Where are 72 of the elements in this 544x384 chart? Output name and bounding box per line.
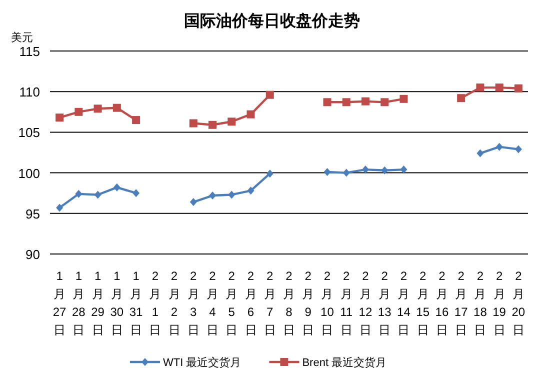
point bbox=[75, 190, 82, 198]
x-tick-label: 2月5日 bbox=[226, 269, 238, 337]
point bbox=[56, 204, 64, 212]
point bbox=[324, 168, 331, 176]
point bbox=[132, 116, 140, 124]
y-tick-label: 110 bbox=[19, 84, 40, 100]
point bbox=[112, 104, 121, 112]
x-tick-label: 2月12日 bbox=[358, 269, 372, 337]
chart-title: 国际油价每日收盘价走势 bbox=[184, 12, 360, 30]
point bbox=[514, 84, 522, 92]
point bbox=[381, 166, 388, 174]
point bbox=[56, 114, 64, 122]
x-tick-label: 2月7日 bbox=[264, 269, 276, 337]
x-tick-label: 1月31日 bbox=[129, 269, 144, 337]
x-tick-label: 1月28日 bbox=[72, 269, 86, 337]
point bbox=[342, 168, 350, 177]
x-tick-label: 2月20日 bbox=[512, 269, 526, 337]
point bbox=[400, 94, 408, 103]
x-tick-label: 2月6日 bbox=[244, 269, 257, 337]
point bbox=[514, 145, 522, 154]
point bbox=[266, 90, 274, 99]
point bbox=[342, 98, 350, 106]
point bbox=[190, 198, 197, 206]
x-tick-label: 2月15日 bbox=[416, 269, 430, 337]
x-tick-label: 2月14日 bbox=[397, 269, 411, 337]
point bbox=[495, 84, 504, 92]
point bbox=[361, 97, 370, 106]
point bbox=[247, 186, 254, 195]
legend-label: WTI 最近交货月 bbox=[163, 356, 242, 369]
y-tick-label: 90 bbox=[26, 247, 40, 262]
y-tick-label: 105 bbox=[18, 125, 40, 140]
point bbox=[74, 108, 83, 116]
point bbox=[209, 192, 216, 200]
point bbox=[323, 98, 332, 106]
point bbox=[400, 166, 408, 174]
x-tick-label: 1月27日 bbox=[52, 269, 67, 337]
point bbox=[228, 190, 236, 199]
point bbox=[189, 119, 198, 128]
x-tick-label: 2月13日 bbox=[378, 269, 392, 337]
point bbox=[457, 94, 466, 102]
x-tick-label: 2月8日 bbox=[283, 269, 295, 337]
point bbox=[94, 190, 102, 199]
point bbox=[113, 183, 120, 192]
legend-label: Brent 最近交货月 bbox=[302, 356, 387, 369]
x-tick-label: 2月18日 bbox=[474, 269, 488, 337]
x-tick-label: 2月16日 bbox=[435, 269, 449, 337]
point bbox=[380, 98, 389, 106]
point bbox=[496, 142, 503, 151]
point bbox=[476, 149, 484, 158]
y-tick-label: 100 bbox=[18, 166, 40, 181]
x-tick-label: 2月4日 bbox=[206, 269, 219, 337]
x-tick-label: 2月1日 bbox=[149, 269, 162, 337]
point bbox=[208, 120, 217, 129]
x-tick-label: 2月19日 bbox=[492, 269, 506, 337]
point bbox=[132, 189, 140, 198]
point bbox=[476, 84, 484, 92]
x-tick-label: 2月11日 bbox=[340, 269, 353, 337]
x-tick-label: 1月30日 bbox=[110, 269, 124, 337]
point bbox=[266, 170, 274, 178]
x-tick-label: 1月29日 bbox=[91, 269, 105, 337]
point bbox=[228, 118, 236, 126]
y-tick-label: 115 bbox=[19, 44, 40, 59]
point bbox=[246, 110, 255, 118]
y-tick-label: 95 bbox=[26, 206, 40, 222]
x-tick-label: 2月17日 bbox=[454, 269, 468, 337]
x-tick-label: 2月9日 bbox=[302, 269, 314, 337]
x-tick-label: 2月10日 bbox=[320, 269, 334, 337]
y-axis-title: 美元 bbox=[11, 31, 33, 44]
x-tick-label: 2月3日 bbox=[187, 269, 200, 337]
point bbox=[94, 104, 102, 113]
x-tick-label: 2月2日 bbox=[168, 269, 180, 337]
point bbox=[362, 166, 369, 174]
